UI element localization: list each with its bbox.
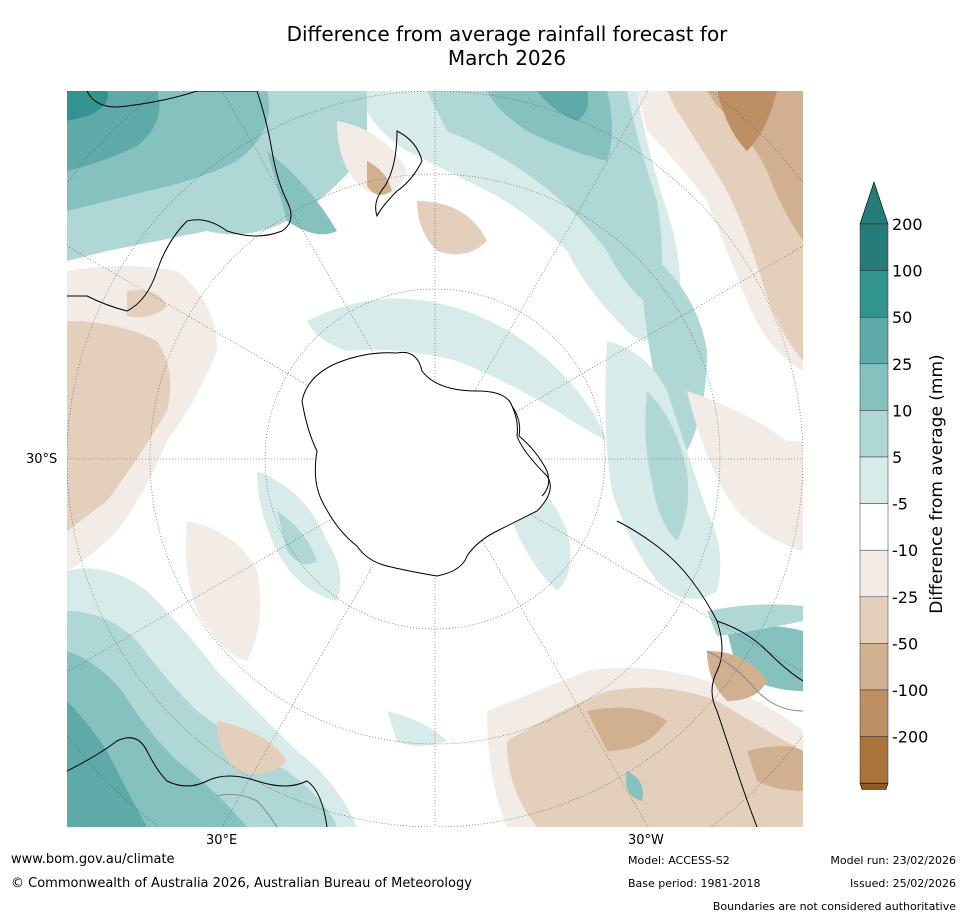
colorbar-tick-label: 50 [892, 308, 912, 327]
new-zealand-coastline [375, 130, 423, 218]
colorbar-tick-label: -25 [892, 588, 918, 607]
colorbar-bin [859, 689, 889, 737]
colorbar-tick-label: -200 [892, 728, 928, 747]
antarctica-coastline [301, 351, 551, 577]
colorbar-bin [859, 596, 889, 644]
colorbar-tick-label: 5 [892, 448, 902, 467]
footer-website: www.bom.gov.au/climate [11, 852, 175, 867]
map-svg [67, 91, 803, 827]
footer-disclaimer: Boundaries are not considered authoritat… [712, 900, 956, 913]
south-america-coastline-2 [716, 620, 803, 682]
colorbar-bin [859, 736, 889, 784]
colorbar-bin [859, 363, 889, 411]
colorbar-svg: 200 100 50 25 10 5 -5 -10 -25 -50 -100 -200 [859, 181, 928, 827]
lon-label-30w: 30°W [628, 833, 664, 848]
colorbar-tick-label: -10 [892, 541, 918, 560]
country-boundaries [216, 650, 803, 827]
colorbar-bin [859, 503, 889, 551]
footer-base-period: Base period: 1981-2018 [628, 877, 761, 890]
dry-region-bottom-right [487, 651, 803, 827]
colorbar-bin [859, 549, 889, 598]
colorbar-bin [859, 223, 889, 271]
colorbar-bin [859, 456, 889, 504]
colorbar-bin [859, 316, 889, 365]
title-line-1: Difference from average rainfall forecas… [286, 22, 728, 46]
colorbar-bin [859, 270, 889, 318]
footer-copyright: © Commonwealth of Australia 2026, Austra… [11, 876, 472, 891]
colorbar-tick-label: 200 [892, 215, 923, 234]
africa-coastline [67, 737, 328, 827]
footer-issued: Issued: 25/02/2026 [849, 877, 956, 890]
dry-region-top-right [637, 91, 803, 371]
antarctic-peninsula [511, 405, 550, 497]
dry-region-bottom-left [185, 521, 287, 775]
south-america-coastline [616, 520, 758, 827]
australia-coastline [67, 91, 292, 312]
colorbar-tick-label: 10 [892, 401, 912, 420]
continent-outlines [67, 91, 803, 827]
colorbar-bin [859, 410, 889, 458]
title-line-2: March 2026 [447, 46, 567, 70]
lat-label-30s: 30°S [26, 452, 58, 467]
colorbar-arrow-top [859, 181, 889, 225]
colorbar-title-text: Difference from average (mm) [927, 354, 947, 614]
wet-region-right [605, 341, 803, 691]
colorbar-tick-label: -50 [892, 634, 918, 653]
colorbar: 200 100 50 25 10 5 -5 -10 -25 -50 -100 -200 [855, 180, 965, 827]
colorbar-arrow-bottom [859, 782, 889, 827]
footer-model-run: Model run: 23/02/2026 [830, 854, 956, 867]
colorbar-tick-label: -5 [892, 495, 908, 514]
dry-region-left [67, 266, 217, 571]
colorbar-tick-label: 100 [892, 262, 923, 281]
map-title: Difference from average rainfall forecas… [207, 22, 807, 70]
dry-region-new-zealand [337, 121, 487, 255]
wet-region-top-left [67, 91, 367, 261]
colorbar-tick-label: -100 [892, 681, 928, 700]
lon-label-30e: 30°E [206, 833, 238, 848]
colorbar-tick-label: 25 [892, 355, 912, 374]
footer-model: Model: ACCESS-S2 [628, 854, 730, 867]
rainfall-map [67, 91, 803, 827]
colorbar-bin [859, 643, 889, 691]
